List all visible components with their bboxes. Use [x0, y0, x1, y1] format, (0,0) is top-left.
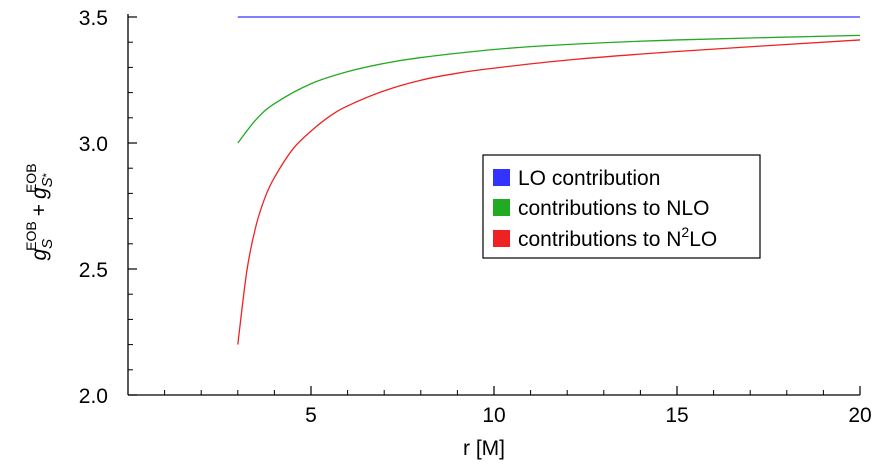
minor-ticks: [128, 41, 824, 395]
y-tick-label: 2.5: [79, 259, 108, 282]
y-tick-label: 3.5: [79, 7, 108, 30]
legend-label-n2lo: contributions to N2LO: [518, 224, 717, 251]
legend-label-lo: LO contribution: [518, 167, 660, 190]
y-tick-label: 2.0: [79, 385, 108, 408]
x-tick-label: 15: [665, 404, 688, 427]
y-label-sup-1: EOB: [23, 221, 39, 251]
series-nlo-line: [237, 34, 861, 144]
x-tick-label: 20: [848, 404, 871, 427]
x-axis-label: r [M]: [463, 437, 505, 460]
legend: LO contribution contributions to NLO con…: [482, 154, 761, 259]
y-label-plus: +: [28, 204, 51, 216]
y-label-sup-2: EOB: [23, 163, 39, 193]
legend-entry-lo: LO contribution: [493, 167, 660, 190]
y-label-base-1: g: [28, 249, 51, 261]
y-label-sub-2: S: [39, 177, 56, 187]
legend-swatch-nlo: [493, 199, 510, 216]
legend-entry-n2lo: contributions to N2LO: [493, 224, 717, 251]
x-tick-label: 5: [305, 404, 317, 427]
y-axis-label: gSEOB+gS*EOB: [23, 163, 56, 260]
y-label-sub-1: S: [39, 239, 56, 249]
x-tick-label: 10: [482, 404, 505, 427]
legend-swatch-n2lo: [493, 230, 510, 247]
series-n2lo-line: [237, 39, 861, 345]
legend-swatch-lo: [493, 169, 510, 186]
y-label-sub-2-star: *: [41, 172, 53, 177]
major-ticks: [128, 16, 861, 396]
y-tick-label: 3.0: [79, 133, 108, 156]
svg-text:gSEOB+gS*EOB: gSEOB+gS*EOB: [23, 163, 56, 260]
legend-box: [482, 154, 761, 259]
y-label-base-2: g: [28, 187, 51, 199]
tick-labels: 5 10 15 20 2.0 2.5 3.0 3.5: [79, 7, 872, 427]
legend-entry-nlo: contributions to NLO: [493, 197, 709, 220]
legend-label-nlo: contributions to NLO: [518, 197, 709, 220]
series-lines: [237, 16, 861, 345]
